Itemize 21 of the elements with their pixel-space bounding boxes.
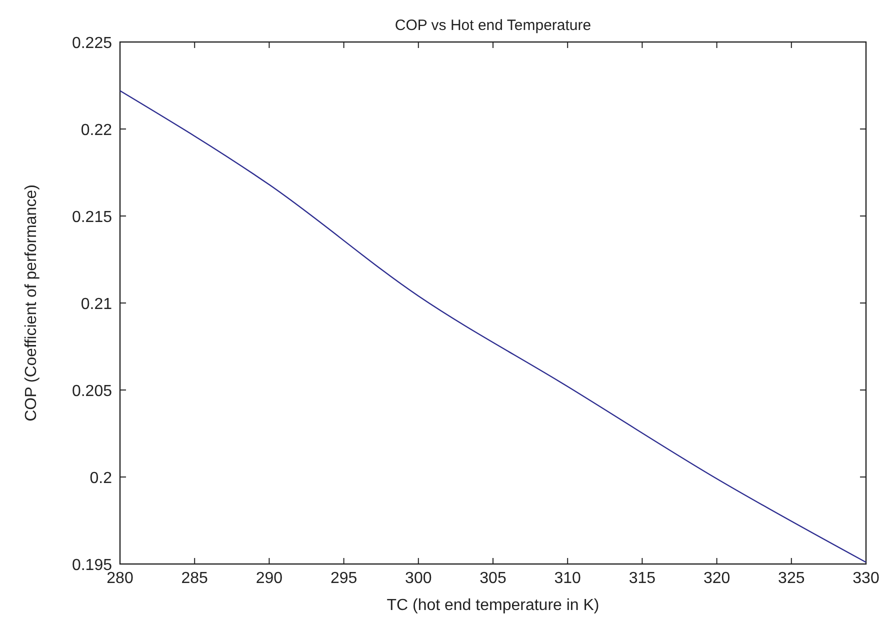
x-tick-label: 320	[703, 570, 730, 587]
x-tick-label: 305	[480, 570, 506, 587]
y-tick-label: 0.22	[80, 122, 112, 139]
line-series	[119, 90, 867, 563]
x-tick-label: 300	[405, 570, 432, 587]
x-axis-title: TC (hot end temperature in K)	[386, 597, 600, 614]
x-tick-label: 285	[181, 570, 208, 587]
y-tick-label: 0.21	[80, 296, 112, 313]
x-tick-label: 280	[106, 570, 134, 587]
y-axis-title: COP (Coefficient of performance)	[23, 184, 40, 422]
x-tick-label: 290	[256, 570, 283, 587]
y-tick-label: 0.215	[72, 209, 112, 226]
y-tick-label: 0.2	[90, 470, 112, 487]
y-tick-label: 0.205	[72, 383, 112, 400]
x-tick-label: 295	[330, 570, 358, 587]
x-tick-label: 315	[628, 570, 656, 587]
x-tick-label: 310	[554, 570, 582, 587]
x-tick-label: 330	[852, 570, 880, 587]
y-tick-label: 0.225	[72, 35, 112, 52]
x-tick-label: 325	[778, 570, 805, 587]
chart-title: COP vs Hot end Temperature	[394, 17, 592, 34]
